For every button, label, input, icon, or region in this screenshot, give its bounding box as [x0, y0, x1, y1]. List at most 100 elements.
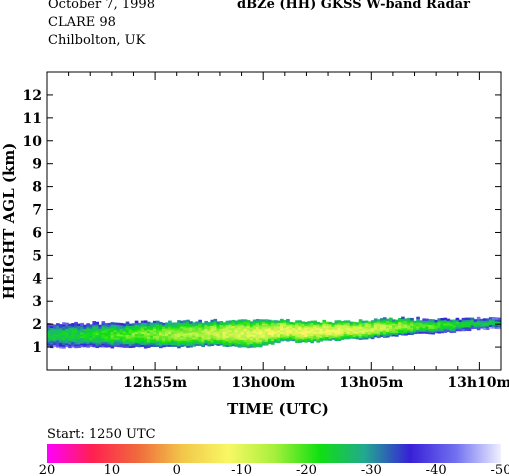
reflectivity-cell	[231, 323, 236, 327]
reflectivity-cell	[398, 321, 402, 325]
reflectivity-cell	[95, 325, 100, 328]
reflectivity-cell	[370, 331, 375, 334]
reflectivity-cell	[101, 324, 106, 328]
reflectivity-cell	[461, 321, 466, 324]
reflectivity-cell	[340, 332, 345, 335]
reflectivity-cell	[264, 322, 269, 326]
reflectivity-cell	[59, 335, 63, 338]
reflectivity-cell	[192, 342, 196, 345]
reflectivity-cell	[168, 324, 172, 327]
reflectivity-cell	[119, 332, 124, 335]
reflectivity-cell	[337, 322, 342, 325]
reflectivity-cell	[407, 332, 411, 335]
reflectivity-cell	[340, 320, 345, 324]
reflectivity-cell	[267, 319, 272, 323]
reflectivity-cell	[149, 335, 154, 338]
reflectivity-cell	[404, 333, 408, 336]
reflectivity-cell	[346, 329, 351, 332]
reflectivity-cell	[50, 329, 54, 332]
reflectivity-cell	[389, 328, 393, 332]
reflectivity-cell	[376, 322, 381, 326]
reflectivity-cell	[210, 338, 215, 341]
reflectivity-cell	[128, 330, 133, 334]
reflectivity-cell	[334, 331, 339, 334]
reflectivity-cell	[274, 325, 278, 329]
reflectivity-cell	[68, 338, 72, 341]
reflectivity-cell	[301, 330, 305, 334]
reflectivity-cell	[428, 320, 432, 324]
reflectivity-cell	[192, 331, 196, 334]
reflectivity-cell	[461, 328, 466, 332]
reflectivity-cell	[274, 331, 278, 334]
reflectivity-cell	[410, 332, 414, 336]
reflectivity-cell	[237, 345, 242, 348]
reflectivity-cell	[234, 338, 239, 342]
reflectivity-cell	[86, 336, 90, 339]
reflectivity-cell	[113, 327, 118, 331]
reflectivity-cell	[346, 333, 351, 336]
reflectivity-cell	[464, 319, 469, 322]
y-tick-label: 1	[32, 340, 42, 356]
reflectivity-cell	[95, 340, 100, 343]
reflectivity-cell	[119, 339, 124, 342]
reflectivity-cell	[301, 337, 305, 341]
reflectivity-cell	[407, 328, 411, 332]
reflectivity-cell	[252, 330, 257, 333]
reflectivity-cell	[395, 321, 399, 324]
reflectivity-cell	[295, 333, 299, 336]
reflectivity-cell	[437, 329, 442, 332]
reflectivity-cell	[137, 339, 142, 342]
reflectivity-cell	[270, 329, 275, 332]
reflectivity-cell	[413, 324, 417, 327]
reflectivity-cell	[216, 323, 221, 326]
reflectivity-cell	[222, 324, 227, 327]
reflectivity-cell	[316, 336, 320, 339]
reflectivity-cell	[331, 337, 336, 340]
reflectivity-cell	[325, 321, 330, 325]
reflectivity-cell	[249, 343, 254, 346]
reflectivity-cell	[83, 337, 87, 340]
reflectivity-cell	[283, 331, 287, 334]
reflectivity-cell	[274, 336, 278, 340]
reflectivity-cell	[398, 323, 402, 326]
reflectivity-cell	[361, 335, 366, 338]
x-tick-label: 13h00m	[231, 375, 295, 391]
colorbar-tick-label: -30	[361, 463, 382, 476]
reflectivity-cell	[180, 339, 184, 342]
reflectivity-cell	[304, 329, 308, 332]
y-tick-label: 10	[23, 134, 43, 150]
reflectivity-cell	[59, 340, 63, 344]
reflectivity-cell	[467, 317, 472, 321]
reflectivity-cell	[68, 342, 72, 345]
reflectivity-cell	[122, 343, 127, 347]
reflectivity-cell	[328, 321, 333, 325]
reflectivity-cell	[119, 326, 124, 330]
reflectivity-cell	[367, 330, 372, 333]
reflectivity-cell	[313, 329, 317, 333]
reflectivity-cell	[183, 320, 187, 323]
reflectivity-cell	[304, 332, 308, 336]
reflectivity-cell	[110, 334, 115, 338]
reflectivity-cell	[370, 333, 375, 336]
reflectivity-cell	[149, 342, 154, 346]
reflectivity-cell	[71, 324, 75, 328]
reflectivity-cell	[143, 335, 148, 338]
reflectivity-cell	[337, 329, 342, 332]
reflectivity-cell	[428, 324, 432, 327]
reflectivity-cell	[149, 324, 154, 327]
reflectivity-cell	[249, 328, 254, 332]
reflectivity-cell	[283, 332, 287, 336]
reflectivity-cell	[168, 338, 172, 342]
reflectivity-cell	[416, 331, 420, 334]
reflectivity-cell	[473, 324, 478, 328]
reflectivity-cell	[491, 324, 496, 327]
reflectivity-cell	[131, 337, 136, 341]
reflectivity-cell	[240, 330, 245, 333]
reflectivity-cell	[140, 327, 145, 331]
reflectivity-cell	[168, 337, 172, 340]
reflectivity-cell	[452, 319, 457, 322]
reflectivity-cell	[280, 322, 284, 325]
reflectivity-cell	[322, 332, 327, 336]
reflectivity-cell	[261, 328, 266, 331]
reflectivity-cell	[246, 325, 251, 329]
